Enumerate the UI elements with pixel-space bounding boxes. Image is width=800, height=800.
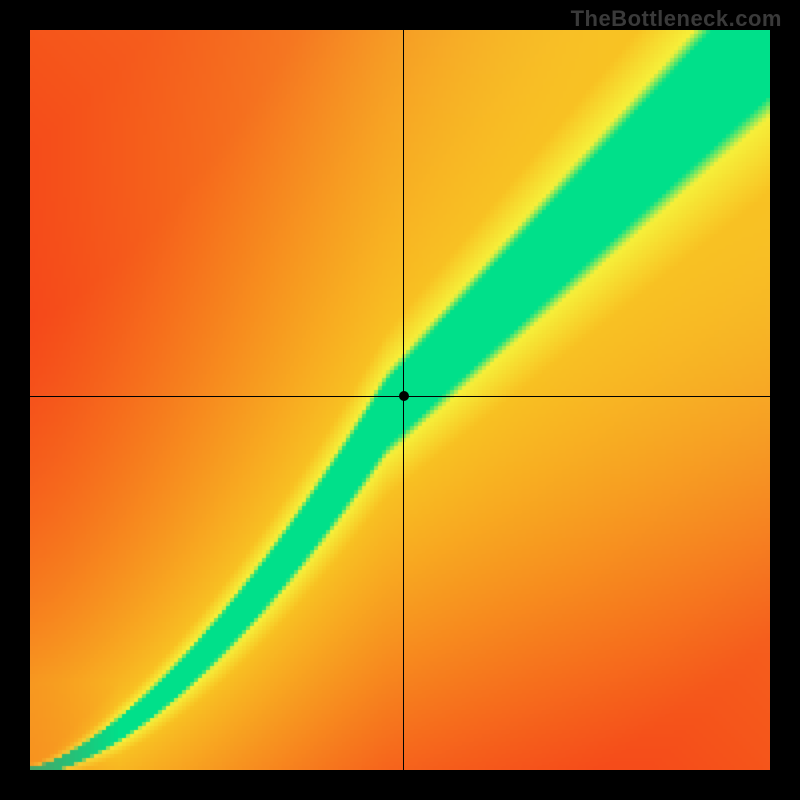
selection-marker — [399, 391, 409, 401]
watermark-text: TheBottleneck.com — [571, 6, 782, 32]
plot-frame — [30, 30, 770, 770]
